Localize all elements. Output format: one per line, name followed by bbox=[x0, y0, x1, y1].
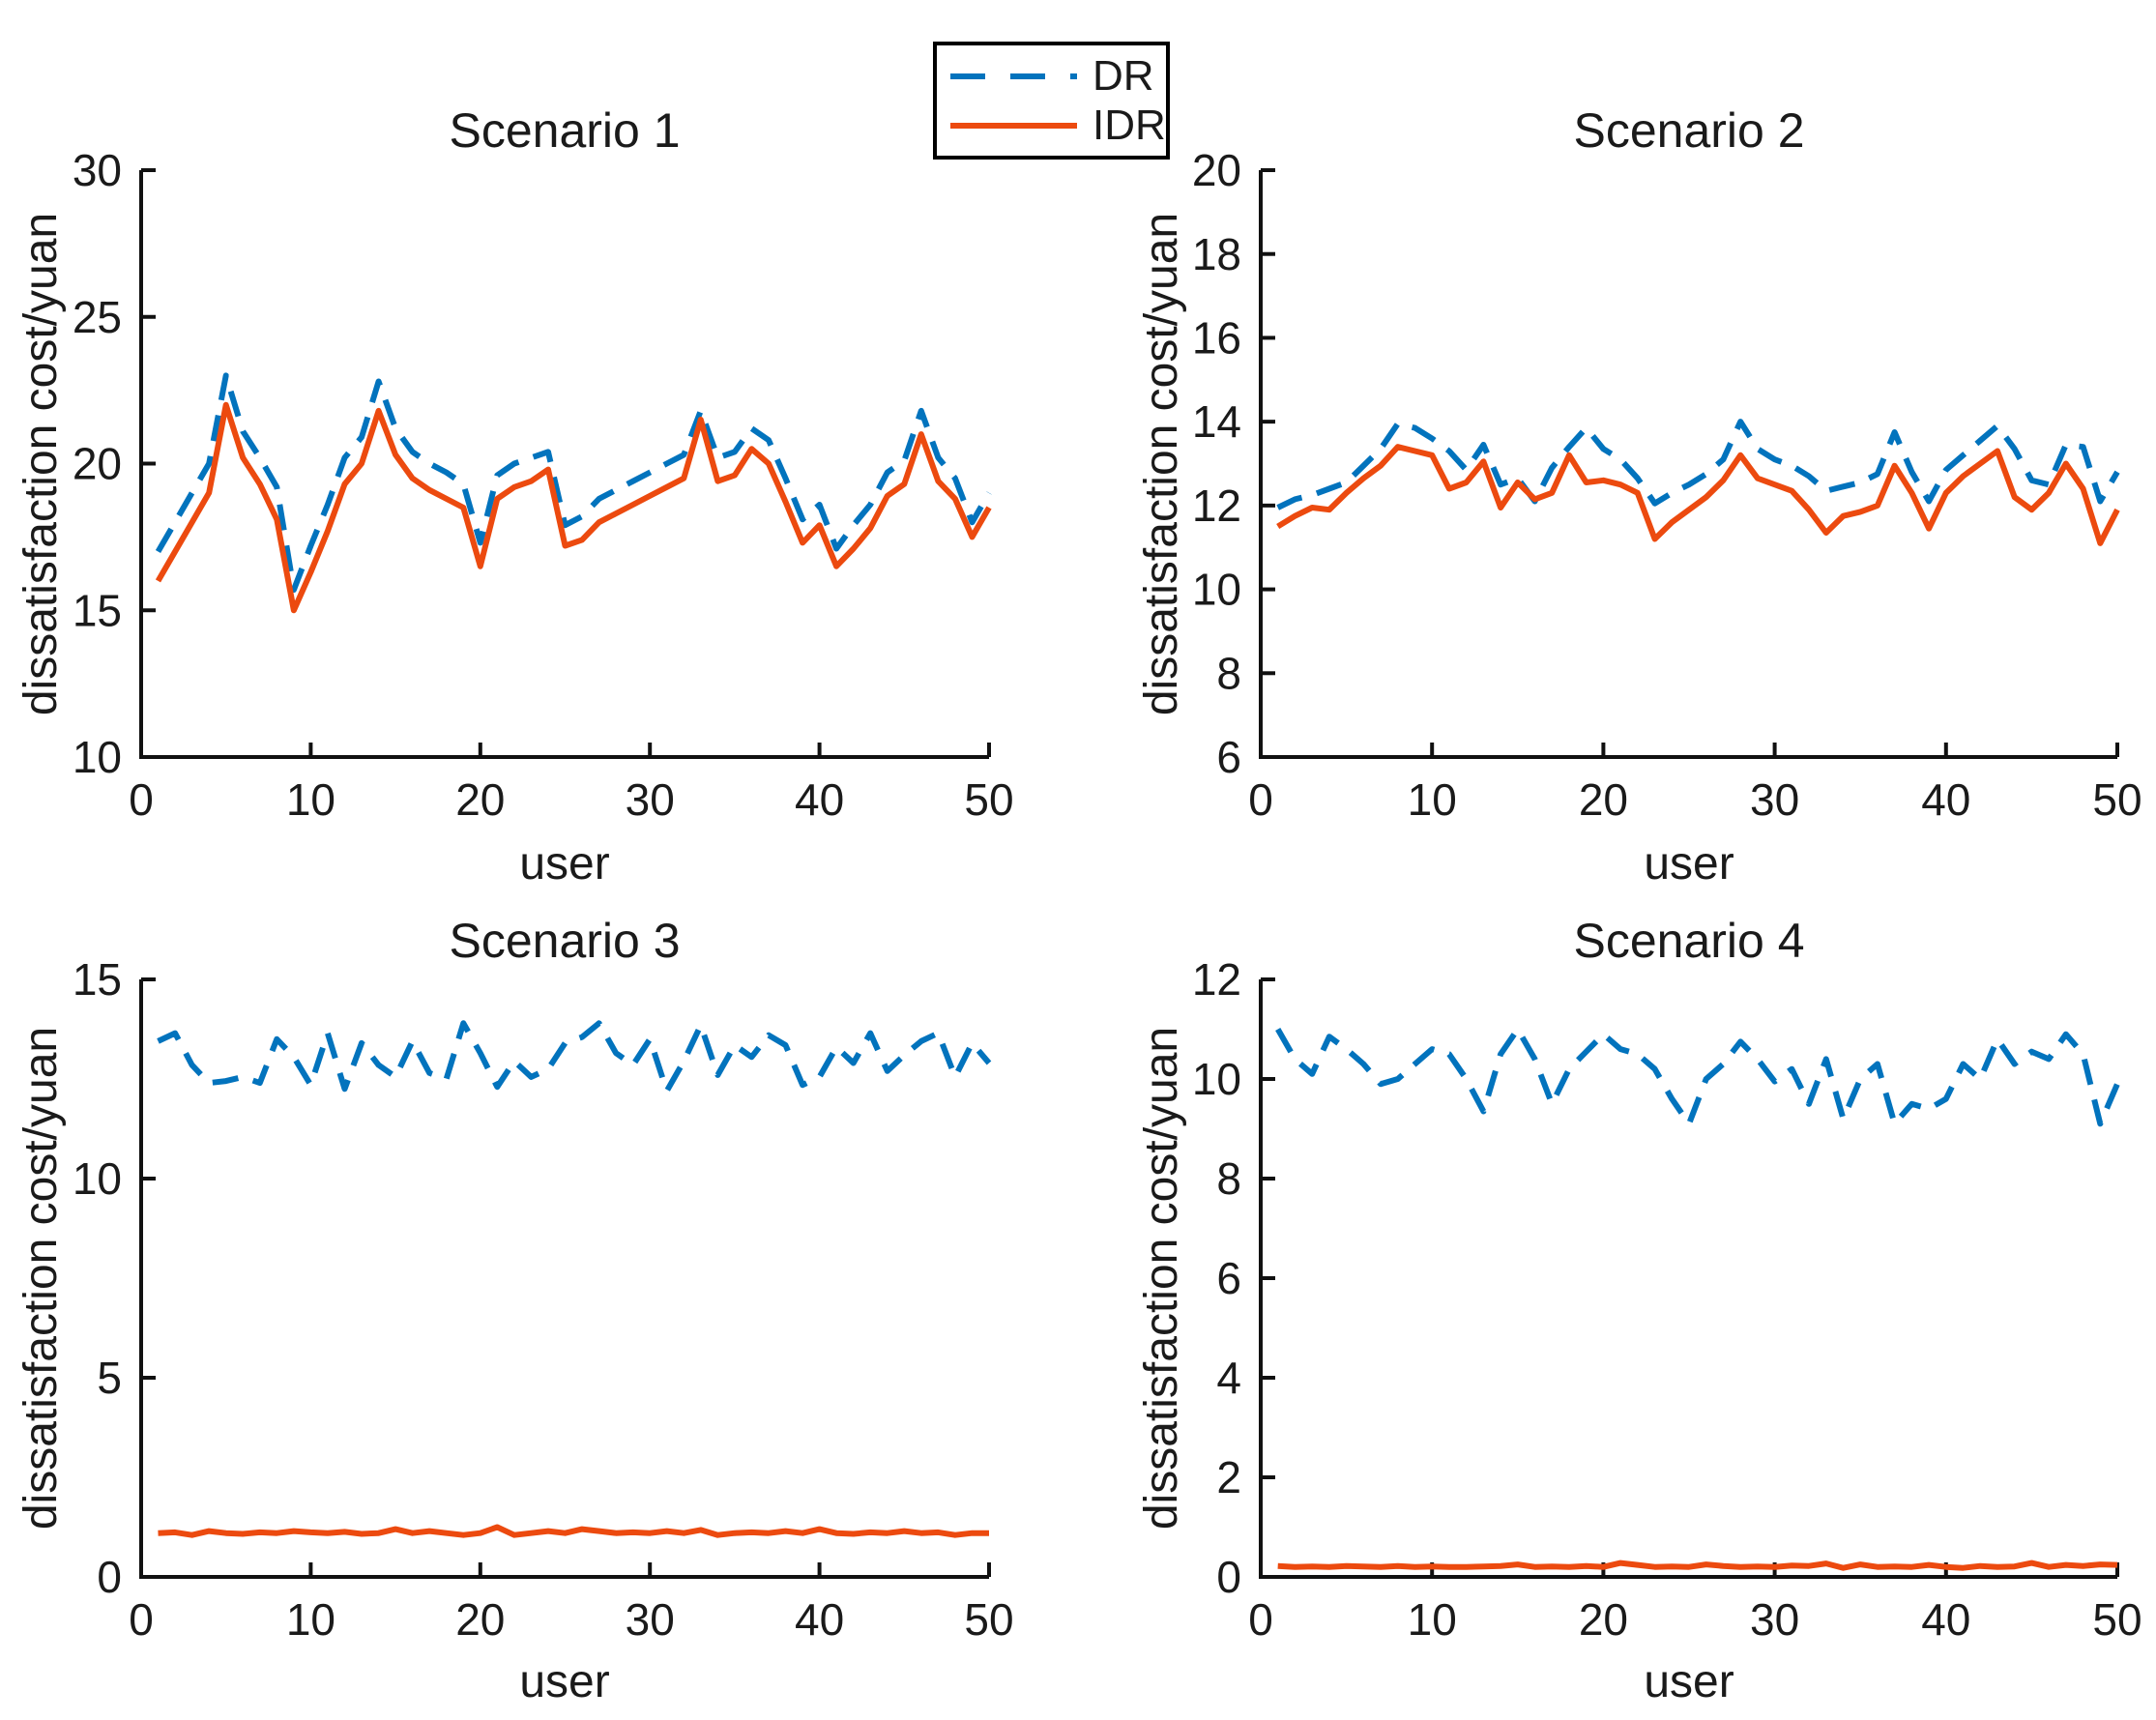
subplot-4-ytick-label: 6 bbox=[1216, 1253, 1241, 1303]
subplot-1-title: Scenario 1 bbox=[449, 103, 681, 158]
legend-idr-line-sample bbox=[950, 122, 1077, 129]
subplot-1-xlabel: user bbox=[519, 838, 610, 889]
subplot-4-ylabel: dissatisfaction cost/yuan bbox=[1136, 1026, 1187, 1531]
subplot-3-series-idr-line bbox=[158, 1524, 989, 1538]
subplot-2-xtick-label: 10 bbox=[1408, 774, 1457, 825]
subplot-2-ytick-label: 18 bbox=[1192, 229, 1241, 279]
legend-item-dr: DR bbox=[948, 51, 1166, 100]
subplot-2-ytick-label: 6 bbox=[1216, 732, 1241, 782]
subplot-4-title: Scenario 4 bbox=[1573, 914, 1805, 968]
subplot-3-xtick-label: 20 bbox=[455, 1594, 505, 1645]
subplot-4-xtick-label: 40 bbox=[1921, 1594, 1970, 1645]
subplot-1-xtick-label: 10 bbox=[286, 774, 335, 825]
subplot-1-ytick-label: 25 bbox=[73, 292, 122, 342]
subplot-1-axis-spine bbox=[139, 170, 989, 759]
subplot-4-ytick-label: 0 bbox=[1216, 1552, 1241, 1602]
subplot-2-ylabel: dissatisfaction cost/yuan bbox=[1136, 212, 1187, 716]
subplot-4-xtick-label: 10 bbox=[1408, 1594, 1457, 1645]
subplot-2-ytick-label: 12 bbox=[1192, 481, 1241, 531]
subplot-2-series-dr-line bbox=[1276, 419, 2120, 510]
subplot-4-xlabel: user bbox=[1644, 1656, 1734, 1707]
subplot-3-series-dr-line bbox=[157, 1020, 992, 1094]
subplot-2-xtick-label: 40 bbox=[1921, 774, 1970, 825]
subplot-4-xtick-label: 50 bbox=[2092, 1594, 2141, 1645]
subplot-1-xtick-label: 30 bbox=[626, 774, 675, 825]
subplot-1-series-idr-line bbox=[155, 401, 992, 614]
subplot-4-xtick-label: 0 bbox=[1248, 1594, 1273, 1645]
subplot-1-xtick-label: 50 bbox=[964, 774, 1013, 825]
subplot-3-ytick-label: 10 bbox=[73, 1153, 122, 1204]
subplot-4-series-idr-line bbox=[1277, 1560, 2118, 1571]
subplot-2-ytick-label: 8 bbox=[1216, 648, 1241, 698]
subplot-4-xtick-label: 30 bbox=[1750, 1594, 1799, 1645]
subplot-2-axis-spine bbox=[1259, 170, 2117, 759]
subplot-3-ylabel: dissatisfaction cost/yuan bbox=[15, 1026, 67, 1531]
subplot-2-xtick-label: 20 bbox=[1579, 774, 1628, 825]
subplot-1-ytick-label: 15 bbox=[73, 585, 122, 635]
subplot-2-ytick-label: 10 bbox=[1192, 565, 1241, 615]
subplot-2-ytick-label: 16 bbox=[1192, 313, 1241, 364]
subplot-2-xtick-label: 30 bbox=[1750, 774, 1799, 825]
subplot-4-ytick-label: 2 bbox=[1216, 1452, 1241, 1502]
subplot-1-ytick-label: 10 bbox=[73, 732, 122, 782]
subplot-1-xtick-label: 0 bbox=[129, 774, 154, 825]
subplot-4-series-dr-line bbox=[1275, 1026, 2120, 1127]
subplot-4-xtick-label: 20 bbox=[1579, 1594, 1628, 1645]
subplot-2-title: Scenario 2 bbox=[1573, 103, 1805, 158]
subplot-3-title: Scenario 3 bbox=[449, 914, 681, 968]
subplot-3-xtick-label: 10 bbox=[286, 1594, 335, 1645]
legend-idr-label: IDR bbox=[1093, 101, 1166, 149]
subplot-3-ytick-label: 5 bbox=[97, 1353, 122, 1403]
subplot-1-series-dr-line bbox=[155, 372, 992, 593]
subplot-4-axis-spine bbox=[1259, 979, 2117, 1579]
subplot-3-xtick-label: 30 bbox=[626, 1594, 675, 1645]
subplot-3-ytick-label: 15 bbox=[73, 954, 122, 1005]
subplot-4-ytick-label: 12 bbox=[1192, 954, 1241, 1005]
subplot-3-xtick-label: 50 bbox=[964, 1594, 1013, 1645]
subplot-1-ylabel: dissatisfaction cost/yuan bbox=[15, 212, 67, 716]
subplot-4-ytick-label: 10 bbox=[1192, 1054, 1241, 1104]
legend-dr-label: DR bbox=[1093, 51, 1154, 100]
subplot-2-xlabel: user bbox=[1644, 838, 1734, 889]
legend-item-idr: IDR bbox=[948, 101, 1166, 149]
subplot-3-xlabel: user bbox=[519, 1656, 610, 1707]
subplot-1-xtick-label: 20 bbox=[455, 774, 505, 825]
subplot-2-xtick-label: 0 bbox=[1248, 774, 1273, 825]
legend-dr-line-sample bbox=[950, 73, 1077, 79]
subplot-3-xtick-label: 0 bbox=[129, 1594, 154, 1645]
subplot-1-ytick-label: 30 bbox=[73, 145, 122, 195]
subplot-2-xtick-label: 50 bbox=[2092, 774, 2141, 825]
subplot-1-xtick-label: 40 bbox=[795, 774, 844, 825]
subplot-4-ytick-label: 4 bbox=[1216, 1353, 1241, 1403]
subplot-1-ytick-label: 20 bbox=[73, 439, 122, 489]
subplot-2-ytick-label: 20 bbox=[1192, 145, 1241, 195]
subplot-3-xtick-label: 40 bbox=[795, 1594, 844, 1645]
subplot-2-series-idr-line bbox=[1276, 444, 2120, 546]
subplot-4-ytick-label: 8 bbox=[1216, 1153, 1241, 1204]
legend-box: DR IDR bbox=[933, 42, 1170, 160]
subplot-3-ytick-label: 0 bbox=[97, 1552, 122, 1602]
subplot-2-ytick-label: 14 bbox=[1192, 396, 1241, 447]
